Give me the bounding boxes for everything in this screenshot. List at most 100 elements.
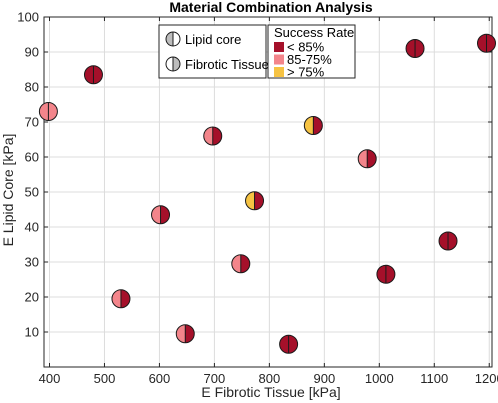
fibrotic-tissue-half xyxy=(185,324,195,343)
data-point xyxy=(231,254,251,274)
marker-legend-label: Lipid core xyxy=(185,32,241,47)
x-tick-label: 1000 xyxy=(365,371,394,386)
x-tick-label: 800 xyxy=(259,371,281,386)
fibrotic-tissue-half xyxy=(120,289,130,308)
data-point xyxy=(376,264,396,284)
x-axis-label: E Fibrotic Tissue [kPa] xyxy=(201,384,340,400)
y-tick-label: 50 xyxy=(25,185,39,200)
data-point xyxy=(303,116,323,135)
data-point xyxy=(175,324,195,344)
color-swatch-low xyxy=(274,42,284,52)
marker-outline xyxy=(279,334,299,354)
data-point xyxy=(83,65,103,85)
lipid-core-half xyxy=(203,127,213,145)
lipid-core-half xyxy=(151,205,161,224)
marker-outline xyxy=(477,33,497,53)
marker-legend: Lipid core Fibrotic Tissue xyxy=(158,24,269,79)
x-tick-label: 1200 xyxy=(475,371,498,386)
y-tick-label: 30 xyxy=(25,255,39,270)
fibrotic-tissue-half xyxy=(385,265,395,284)
lipid-core-half xyxy=(176,324,186,343)
data-point xyxy=(38,102,58,121)
marker-outline xyxy=(151,205,171,225)
marker-outline xyxy=(203,126,223,146)
lipid-core-half xyxy=(439,232,449,250)
legend-icon-fill xyxy=(166,32,173,46)
lipid-core-half xyxy=(279,335,289,354)
x-tick-label: 700 xyxy=(204,371,226,386)
fibrotic-tissue-half xyxy=(288,335,298,354)
color-legend-label: 85-75% xyxy=(287,52,332,67)
lipid-core-half xyxy=(245,191,255,210)
y-tick-label: 90 xyxy=(25,45,39,60)
legend-icon-outline xyxy=(165,31,181,47)
lipid-core-half xyxy=(358,149,368,168)
data-point xyxy=(245,191,265,211)
x-tick-label: 600 xyxy=(149,371,171,386)
marker-outline xyxy=(357,149,377,169)
legend-icon-outline xyxy=(165,56,181,72)
fibrotic-tissue-legend-icon xyxy=(165,56,181,72)
fibrotic-tissue-half xyxy=(240,254,250,273)
lipid-core-half xyxy=(111,289,121,308)
marker-outline xyxy=(175,324,195,344)
data-point xyxy=(203,126,223,146)
color-swatch-mid xyxy=(274,54,284,65)
color-legend-title: Success Rate xyxy=(274,25,354,40)
fibrotic-tissue-half xyxy=(367,149,377,168)
lipid-core-half xyxy=(477,34,487,53)
y-tick-label: 60 xyxy=(25,150,39,165)
chart-title: Material Combination Analysis xyxy=(169,0,373,15)
color-swatch-high xyxy=(274,67,284,77)
data-point xyxy=(405,39,425,58)
y-tick-label: 20 xyxy=(25,290,39,305)
data-point xyxy=(279,334,299,354)
x-tick-label: 1100 xyxy=(420,371,448,386)
x-tick-label: 900 xyxy=(313,371,335,386)
data-point xyxy=(151,205,171,225)
data-points xyxy=(38,33,497,354)
fibrotic-tissue-half xyxy=(160,205,170,224)
legend-icon-fill xyxy=(173,57,180,71)
fibrotic-tissue-half xyxy=(212,127,222,145)
y-tick-label: 100 xyxy=(17,10,39,25)
x-tick-label: 500 xyxy=(94,371,116,386)
color-legend-label: > 75% xyxy=(287,65,325,80)
color-legend: Success Rate< 85%85-75%> 75% xyxy=(267,24,356,80)
lipid-core-half xyxy=(406,39,416,58)
fibrotic-tissue-half xyxy=(93,65,103,84)
marker-outline xyxy=(376,264,396,284)
y-axis-label: E Lipid Core [kPa] xyxy=(0,134,16,247)
marker-legend-label: Fibrotic Tissue xyxy=(185,57,269,72)
fibrotic-tissue-half xyxy=(415,39,425,58)
lipid-core-half xyxy=(304,116,314,135)
x-tick-label: 400 xyxy=(39,371,61,386)
y-tick-label: 70 xyxy=(25,115,39,130)
y-tick-label: 40 xyxy=(25,220,39,235)
marker-outline xyxy=(38,102,58,121)
data-point xyxy=(477,33,497,53)
marker-outline xyxy=(111,289,131,309)
marker-outline xyxy=(231,254,251,274)
fibrotic-tissue-half xyxy=(48,102,58,121)
data-point xyxy=(438,231,458,251)
fibrotic-tissue-half xyxy=(448,232,458,250)
lipid-core-half xyxy=(231,254,241,273)
data-point xyxy=(111,289,131,309)
lipid-core-half xyxy=(39,102,49,121)
lipid-core-half xyxy=(84,65,94,84)
color-legend-label: < 85% xyxy=(287,40,325,55)
marker-outline xyxy=(405,39,425,58)
y-tick-label: 80 xyxy=(25,80,39,95)
fibrotic-tissue-half xyxy=(313,116,323,135)
data-point xyxy=(357,149,377,169)
marker-outline xyxy=(438,231,458,251)
marker-outline xyxy=(245,191,265,211)
lipid-core-half xyxy=(376,265,386,284)
marker-outline xyxy=(83,65,103,85)
lipid-core-legend-icon xyxy=(165,31,181,47)
y-tick-label: 10 xyxy=(25,325,39,340)
fibrotic-tissue-half xyxy=(486,34,496,53)
